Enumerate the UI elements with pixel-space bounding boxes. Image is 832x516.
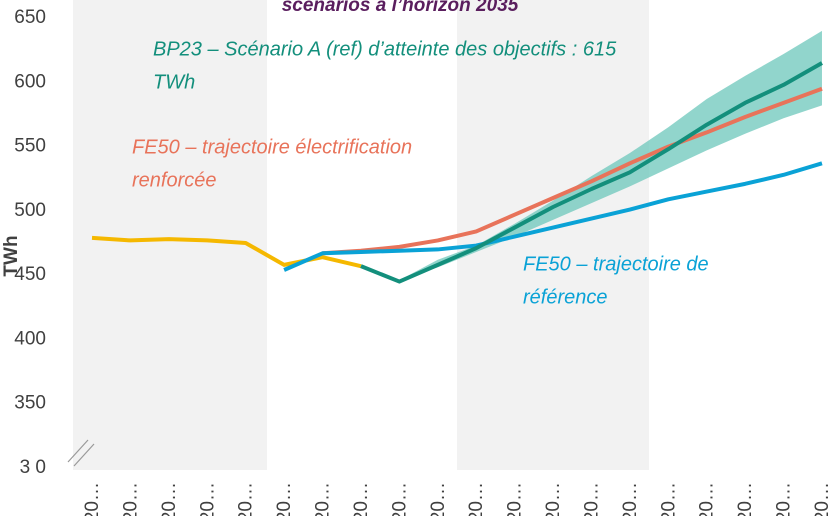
x-tick-label: 20… [812, 482, 832, 516]
x-tick-label: 20… [658, 482, 679, 516]
annotation: référence [523, 286, 608, 308]
x-tick-label: 20… [313, 482, 334, 516]
y-tick-label: 450 [14, 264, 46, 285]
x-tick-label: 20… [389, 482, 410, 516]
shaded-period [73, 0, 267, 470]
series-line [91, 235, 362, 269]
series-line [283, 161, 823, 272]
y-axis-label: TWh [1, 235, 22, 276]
y-tick-label: 600 [14, 71, 46, 92]
x-tick-label: 20… [581, 482, 602, 516]
x-tick-label: 20… [159, 482, 180, 516]
x-tick-label: 20… [697, 482, 718, 516]
y-tick-label: 400 [14, 328, 46, 349]
axis-break [67, 439, 95, 467]
x-tick-label: 20… [236, 482, 257, 516]
x-tick-label: 20… [82, 482, 103, 516]
shaded-period [457, 0, 649, 470]
x-tick-label: 20… [543, 482, 564, 516]
annotation: BP23 – Scénario A (ref) d’atteinte des o… [153, 38, 617, 60]
x-tick-label: 20… [735, 482, 756, 516]
y-tick-label: 350 [14, 393, 46, 414]
y-tick-label: 550 [14, 136, 46, 157]
x-tick-label: 20… [466, 482, 487, 516]
series-line [360, 61, 823, 284]
annotation: FE50 – trajectoire électrification [132, 136, 412, 158]
y-tick-label: 3 0 [20, 457, 46, 478]
x-tick-label: 20… [620, 482, 641, 516]
y-tick-label: 650 [14, 7, 46, 28]
y-tick-label: 500 [14, 200, 46, 221]
annotation: FE50 – trajectoire de [523, 253, 709, 275]
x-tick-label: 20… [274, 482, 295, 516]
x-tick-label: 20… [505, 482, 526, 516]
chart-title: scénarios à l’horizon 2035 [282, 0, 519, 16]
x-tick-label: 20… [120, 482, 141, 516]
annotation: renforcée [132, 169, 217, 191]
x-tick-label: 20… [428, 482, 449, 516]
x-tick-label: 20… [351, 482, 372, 516]
x-tick-label: 20… [774, 482, 795, 516]
x-tick-label: 20… [197, 482, 218, 516]
series-line [322, 86, 823, 256]
annotation: TWh [153, 71, 195, 93]
